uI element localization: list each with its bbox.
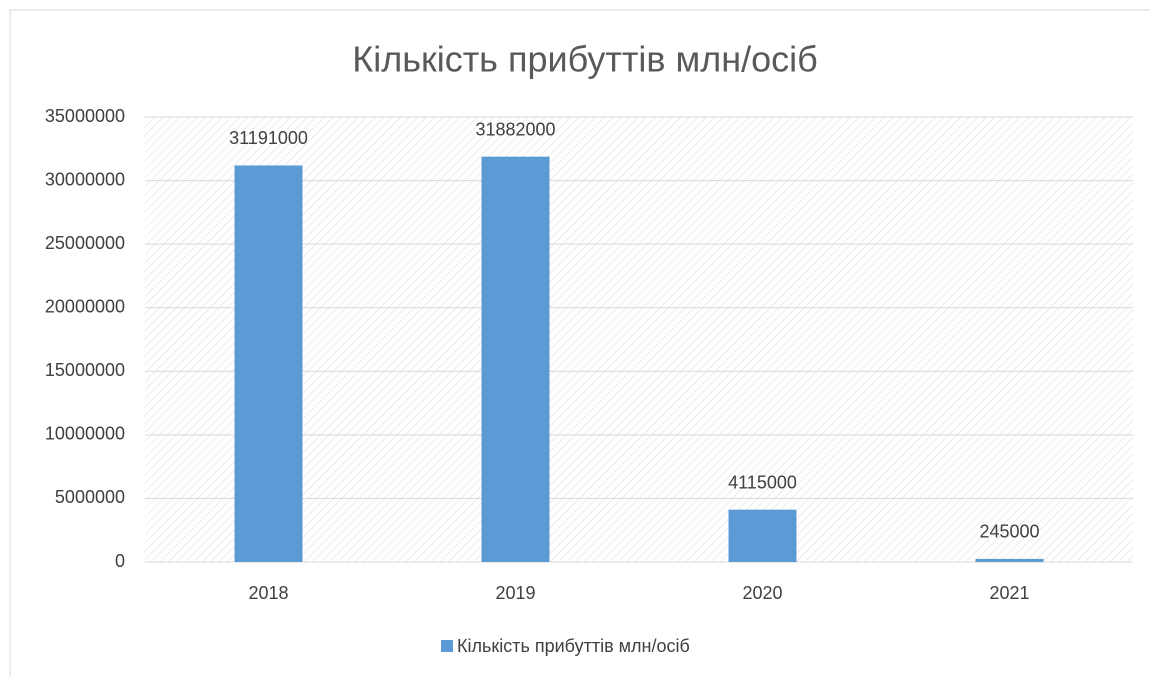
x-tick-label: 2020 xyxy=(742,583,782,603)
x-tick-label: 2021 xyxy=(989,583,1029,603)
y-tick-label: 5000000 xyxy=(55,487,125,507)
y-tick-label: 10000000 xyxy=(45,424,125,444)
data-label: 31882000 xyxy=(475,119,555,139)
y-tick-label: 20000000 xyxy=(45,296,125,316)
data-label: 4115000 xyxy=(728,472,797,492)
plot-area xyxy=(145,117,1133,562)
x-tick-label: 2019 xyxy=(495,583,535,603)
y-tick-label: 30000000 xyxy=(45,169,125,189)
y-tick-label: 0 xyxy=(115,551,125,571)
bar xyxy=(234,165,303,562)
bar xyxy=(728,509,797,562)
bar xyxy=(975,558,1044,562)
data-label: 31191000 xyxy=(229,128,308,148)
x-tick-label: 2018 xyxy=(248,583,288,603)
y-tick-label: 25000000 xyxy=(45,233,125,253)
bar xyxy=(481,156,550,563)
legend-label: Кількість прибуттів млн/осіб xyxy=(457,636,690,656)
chart-title: Кількість прибуттів млн/осіб xyxy=(352,39,818,80)
y-tick-label: 15000000 xyxy=(45,360,125,380)
legend-swatch xyxy=(441,640,453,652)
y-tick-label: 35000000 xyxy=(45,106,125,126)
data-label: 245000 xyxy=(979,522,1039,542)
